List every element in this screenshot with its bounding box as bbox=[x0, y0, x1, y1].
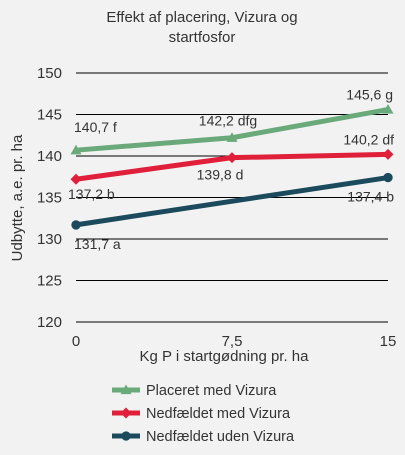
data-label: 140,2 df bbox=[343, 131, 394, 147]
series-line-3 bbox=[75, 175, 389, 228]
y-tick-label: 130 bbox=[37, 231, 62, 248]
y-tick-label: 125 bbox=[37, 273, 62, 290]
legend-marker bbox=[120, 407, 132, 419]
legend-marker bbox=[120, 384, 132, 395]
data-point bbox=[70, 144, 82, 155]
chart-title-line: Effekt af placering, Vizura og bbox=[106, 9, 297, 26]
legend-label: Placeret med Vizura bbox=[146, 383, 277, 399]
data-label: 139,8 d bbox=[197, 167, 244, 183]
x-axis-ticks: 0 7,5 15 bbox=[72, 333, 397, 350]
data-point bbox=[382, 104, 394, 114]
data-label: 140,7 f bbox=[74, 119, 117, 135]
data-label: 145,6 g bbox=[346, 87, 393, 103]
data-label: 142,2 dfg bbox=[199, 113, 257, 129]
y-axis-ticks: 120 125 130 135 140 145 150 bbox=[37, 65, 62, 331]
data-point bbox=[226, 152, 238, 164]
data-label: 137,2 b bbox=[68, 186, 115, 202]
data-point bbox=[383, 172, 393, 183]
y-tick-label: 145 bbox=[37, 107, 62, 124]
grid-lines bbox=[76, 72, 388, 323]
series-lines bbox=[70, 104, 394, 230]
legend-label: Nedfældet uden Vizura bbox=[146, 429, 295, 445]
x-axis-label: Kg P i startgødning pr. ha bbox=[140, 348, 310, 365]
legend: Placeret med Vizura Nedfældet med Vizura N… bbox=[112, 383, 295, 445]
x-tick-label: 0 bbox=[72, 333, 80, 350]
data-point bbox=[71, 220, 81, 230]
data-label: 137,4 b bbox=[347, 189, 394, 205]
legend-label: Nedfældet med Vizura bbox=[146, 406, 291, 422]
chart-title: Effekt af placering, Vizura og startfosfo… bbox=[106, 9, 297, 46]
data-label: 131,7 a bbox=[74, 236, 121, 252]
x-tick-label: 7,5 bbox=[222, 333, 243, 350]
chart-title-line: startfosfor bbox=[169, 29, 236, 46]
data-point bbox=[70, 173, 82, 185]
y-tick-label: 135 bbox=[37, 190, 62, 207]
data-labels: 140,7 f 142,2 dfg 145,6 g 137,2 b 139,8 d 140… bbox=[68, 87, 394, 252]
legend-marker bbox=[121, 431, 131, 441]
data-point bbox=[382, 148, 394, 160]
y-tick-label: 120 bbox=[37, 314, 62, 331]
y-tick-label: 140 bbox=[37, 148, 62, 165]
data-point bbox=[226, 132, 238, 142]
y-axis-label: Udbytte, a.e. pr. ha bbox=[9, 134, 26, 261]
y-tick-label: 150 bbox=[37, 65, 62, 82]
x-tick-label: 15 bbox=[380, 333, 397, 350]
